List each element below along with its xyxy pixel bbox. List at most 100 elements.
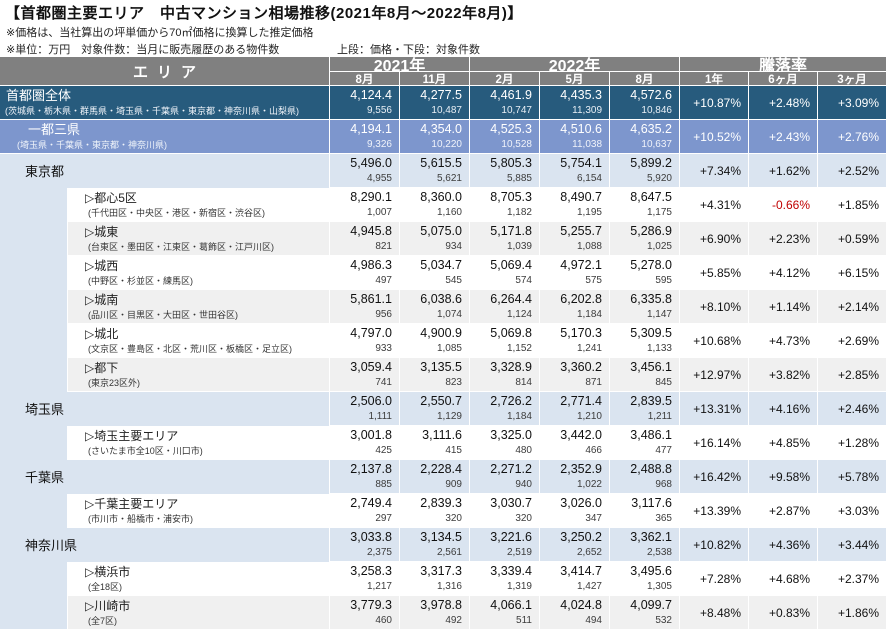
legend-note: 上段：価格・下段：対象件数 [337, 44, 480, 56]
value-cell-2022-05: 5,170.3 1,241 [540, 324, 610, 358]
rate-cell-6m: +1.14% [749, 290, 818, 324]
area-name: ▷横浜市 [85, 565, 131, 579]
value-cell-2022-05: 8,490.7 1,195 [540, 188, 610, 222]
table-header: エリア 2021年 2022年 騰落率 8月 11月 2月 5月 8月 1年 6… [0, 57, 887, 86]
value-cell-2022-05: 3,026.0 347 [540, 494, 610, 528]
price-value: 6,264.4 [490, 292, 532, 306]
value-cell-2022-05: 5,255.7 1,088 [540, 222, 610, 256]
value-cell-2021-11: 4,354.0 10,220 [400, 120, 470, 154]
count-value: 1,085 [436, 343, 462, 354]
price-value: 5,171.8 [490, 224, 532, 238]
header-group-2021: 2021年 [330, 57, 470, 75]
value-cell-2022-02: 2,271.2 940 [470, 460, 540, 494]
rate-cell-1y: +13.31% [680, 392, 749, 426]
price-value: 6,335.8 [630, 292, 672, 306]
price-value: 4,572.6 [630, 88, 672, 102]
price-value: 3,339.4 [490, 564, 532, 578]
area-sublabel: (品川区・目黒区・大田区・世田谷区) [88, 310, 238, 320]
price-value: 4,435.3 [560, 88, 602, 102]
area-sublabel: (中野区・杉並区・練馬区) [88, 276, 193, 286]
rate-cell-1y: +4.31% [680, 188, 749, 222]
price-value: 4,099.7 [630, 598, 672, 612]
area-cell: 首都圏全体 (茨城県・栃木県・群馬県・埼玉県・千葉県・東京都・神奈川県・山梨県) [0, 86, 330, 120]
value-cell-2021-11: 5,615.5 5,621 [400, 154, 470, 188]
value-cell-2021-11: 3,135.5 823 [400, 358, 470, 392]
area-cell: ▷城北 (文京区・豊島区・北区・荒川区・板橋区・足立区) [68, 324, 330, 358]
price-value: 5,754.1 [560, 156, 602, 170]
price-value: 3,414.7 [560, 564, 602, 578]
value-cell-2022-02: 3,221.6 2,519 [470, 528, 540, 562]
price-value: 3,456.1 [630, 360, 672, 374]
price-table: エリア 2021年 2022年 騰落率 8月 11月 2月 5月 8月 1年 6… [0, 57, 887, 629]
table-row: 首都圏全体 (茨城県・栃木県・群馬県・埼玉県・千葉県・東京都・神奈川県・山梨県)… [0, 86, 887, 120]
price-value: 3,111.6 [422, 428, 462, 442]
price-value: 4,024.8 [560, 598, 602, 612]
price-value: 3,250.2 [560, 530, 602, 544]
price-value: 3,117.6 [631, 496, 672, 510]
count-value: 1,007 [366, 207, 392, 218]
value-cell-2022-02: 5,171.8 1,039 [470, 222, 540, 256]
area-cell: ▷横浜市 (全18区) [68, 562, 330, 596]
value-cell-2022-02: 3,339.4 1,319 [470, 562, 540, 596]
rate-cell-3m: +5.78% [818, 460, 887, 494]
price-value: 2,771.4 [560, 394, 602, 408]
price-value: 3,360.2 [560, 360, 602, 374]
price-value: 3,030.7 [490, 496, 532, 510]
price-value: 3,059.4 [350, 360, 392, 374]
table-body: 首都圏全体 (茨城県・栃木県・群馬県・埼玉県・千葉県・東京都・神奈川県・山梨県)… [0, 86, 887, 629]
table-row: 埼玉県 2,506.0 1,111 2,550.7 1,129 2,726.2 1,1… [0, 392, 887, 426]
rate-cell-3m: +2.69% [818, 324, 887, 358]
count-value: 10,846 [641, 105, 672, 116]
price-value: 2,228.4 [420, 462, 462, 476]
value-cell-2021-11: 2,228.4 909 [400, 460, 470, 494]
price-value: 4,972.1 [560, 258, 602, 272]
value-cell-2021-08: 2,137.8 885 [330, 460, 400, 494]
value-cell-2021-08: 2,749.4 297 [330, 494, 400, 528]
count-value: 2,519 [506, 547, 532, 558]
price-value: 8,647.5 [630, 190, 672, 204]
header-col-2021-11: 11月 [400, 72, 470, 86]
value-cell-2022-08: 2,488.8 968 [610, 460, 680, 494]
count-value: 940 [515, 479, 532, 490]
count-value: 10,637 [641, 139, 672, 150]
price-value: 6,038.6 [420, 292, 462, 306]
price-value: 2,506.0 [350, 394, 392, 408]
value-cell-2021-08: 4,124.4 9,556 [330, 86, 400, 120]
rate-cell-3m: +6.15% [818, 256, 887, 290]
rate-cell-3m: +1.85% [818, 188, 887, 222]
value-cell-2022-05: 6,202.8 1,184 [540, 290, 610, 324]
header-col-2021-08: 8月 [330, 72, 400, 86]
count-value: 5,920 [646, 173, 672, 184]
price-value: 4,900.9 [420, 326, 462, 340]
table-row: 神奈川県 3,033.8 2,375 3,134.5 2,561 3,221.6 2,… [0, 528, 887, 562]
rate-cell-6m: +4.73% [749, 324, 818, 358]
table-row: ▷横浜市 (全18区) 3,258.3 1,217 3,317.3 1,316 3,… [0, 562, 887, 596]
rate-cell-1y: +6.90% [680, 222, 749, 256]
area-name: 東京都 [25, 164, 65, 179]
count-value: 425 [375, 445, 392, 456]
area-cell: ▷城西 (中野区・杉並区・練馬区) [68, 256, 330, 290]
value-cell-2022-08: 2,839.5 1,211 [610, 392, 680, 426]
value-cell-2022-08: 3,486.1 477 [610, 426, 680, 460]
count-value: 511 [516, 615, 532, 626]
value-cell-2022-02: 4,461.9 10,747 [470, 86, 540, 120]
area-name: ▷城南 [85, 293, 119, 307]
value-cell-2022-02: 5,069.4 574 [470, 256, 540, 290]
value-cell-2021-08: 3,001.8 425 [330, 426, 400, 460]
value-cell-2022-08: 6,335.8 1,147 [610, 290, 680, 324]
count-value: 1,184 [506, 411, 532, 422]
count-value: 347 [585, 513, 602, 524]
rate-cell-6m: -0.66% [749, 188, 818, 222]
count-value: 9,556 [366, 105, 392, 116]
value-cell-2022-02: 3,030.7 320 [470, 494, 540, 528]
value-cell-2021-11: 5,034.7 545 [400, 256, 470, 290]
price-value: 3,135.5 [420, 360, 462, 374]
value-cell-2022-08: 8,647.5 1,175 [610, 188, 680, 222]
count-value: 297 [375, 513, 392, 524]
price-value: 5,805.3 [490, 156, 532, 170]
price-value: 2,488.8 [630, 462, 672, 476]
value-cell-2021-11: 2,550.7 1,129 [400, 392, 470, 426]
value-cell-2021-11: 3,978.8 492 [400, 596, 470, 629]
value-cell-2022-02: 8,705.3 1,182 [470, 188, 540, 222]
value-cell-2022-08: 3,495.6 1,305 [610, 562, 680, 596]
